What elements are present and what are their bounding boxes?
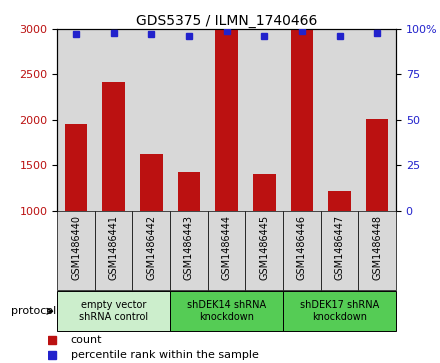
Bar: [366, 119, 389, 211]
FancyBboxPatch shape: [321, 211, 358, 290]
FancyBboxPatch shape: [95, 211, 132, 290]
Bar: [178, 172, 200, 211]
FancyBboxPatch shape: [170, 291, 283, 331]
Text: GSM1486440: GSM1486440: [71, 215, 81, 280]
FancyBboxPatch shape: [57, 291, 170, 331]
Bar: [321, 29, 358, 211]
Bar: [328, 191, 351, 211]
Text: empty vector
shRNA control: empty vector shRNA control: [79, 301, 148, 322]
Bar: [57, 29, 95, 211]
Bar: [358, 29, 396, 211]
Bar: [132, 29, 170, 211]
FancyBboxPatch shape: [208, 211, 246, 290]
Bar: [290, 30, 313, 211]
Text: GSM1486447: GSM1486447: [334, 215, 345, 280]
Text: shDEK14 shRNA
knockdown: shDEK14 shRNA knockdown: [187, 301, 266, 322]
Text: GSM1486445: GSM1486445: [259, 215, 269, 280]
Text: GSM1486448: GSM1486448: [372, 215, 382, 280]
Text: percentile rank within the sample: percentile rank within the sample: [71, 350, 259, 360]
Text: GSM1486442: GSM1486442: [147, 215, 156, 280]
Bar: [283, 29, 321, 211]
Bar: [246, 29, 283, 211]
Bar: [170, 29, 208, 211]
Bar: [95, 29, 132, 211]
Text: count: count: [71, 335, 103, 345]
Title: GDS5375 / ILMN_1740466: GDS5375 / ILMN_1740466: [136, 14, 317, 28]
Bar: [140, 154, 163, 211]
Bar: [208, 29, 246, 211]
Text: shDEK17 shRNA
knockdown: shDEK17 shRNA knockdown: [300, 301, 379, 322]
FancyBboxPatch shape: [246, 211, 283, 290]
Text: protocol: protocol: [11, 306, 56, 316]
Bar: [65, 124, 87, 211]
Bar: [215, 30, 238, 211]
Text: GSM1486444: GSM1486444: [222, 215, 231, 280]
Bar: [253, 174, 275, 211]
Text: GSM1486446: GSM1486446: [297, 215, 307, 280]
FancyBboxPatch shape: [358, 211, 396, 290]
FancyBboxPatch shape: [283, 291, 396, 331]
Text: GSM1486441: GSM1486441: [109, 215, 119, 280]
FancyBboxPatch shape: [132, 211, 170, 290]
Bar: [103, 82, 125, 211]
Text: GSM1486443: GSM1486443: [184, 215, 194, 280]
FancyBboxPatch shape: [283, 211, 321, 290]
FancyBboxPatch shape: [57, 211, 95, 290]
FancyBboxPatch shape: [170, 211, 208, 290]
